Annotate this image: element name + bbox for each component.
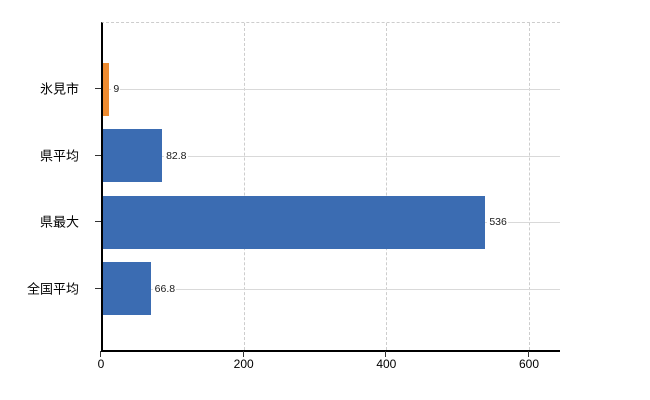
- category-label-1: 県平均: [39, 148, 79, 164]
- x-tick-label-400: 400: [376, 357, 397, 371]
- plot-area: 9 82.8 536 66.8: [101, 22, 560, 352]
- bar-全国平均: [103, 262, 151, 316]
- bar-県平均: [103, 129, 163, 183]
- bar-value-label: 9: [111, 82, 121, 97]
- bar-氷見市: [103, 62, 110, 116]
- category-label-3: 全国平均: [26, 281, 79, 297]
- gridline-vertical-600: [529, 23, 530, 350]
- bar-value-label: 82.8: [164, 148, 188, 163]
- gridline-vertical-400: [386, 23, 388, 350]
- gridline-horizontal-row-0: [103, 89, 560, 91]
- category-label-0: 氷見市: [39, 81, 79, 97]
- x-axis-tick: [528, 351, 529, 357]
- y-axis-tick: [95, 154, 101, 156]
- gridline-horizontal-row-1: [103, 155, 560, 157]
- category-label-2: 県最大: [39, 214, 79, 230]
- x-tick-label-600: 600: [518, 357, 540, 371]
- x-axis-tick: [100, 351, 101, 357]
- x-axis-tick: [242, 351, 244, 357]
- y-axis-tick: [95, 287, 101, 289]
- gridline-vertical-200: [243, 23, 245, 350]
- gridline-horizontal-row-3: [103, 288, 560, 290]
- y-axis-tick: [95, 221, 101, 223]
- y-axis-tick: [95, 88, 101, 90]
- x-tick-label-200: 200: [233, 357, 254, 371]
- x-axis-tick: [385, 351, 387, 357]
- x-tick-label-0: 0: [97, 357, 105, 371]
- bar-value-label: 66.8: [152, 281, 177, 296]
- bar-県最大: [103, 195, 486, 249]
- bar-value-label: 536: [487, 215, 508, 230]
